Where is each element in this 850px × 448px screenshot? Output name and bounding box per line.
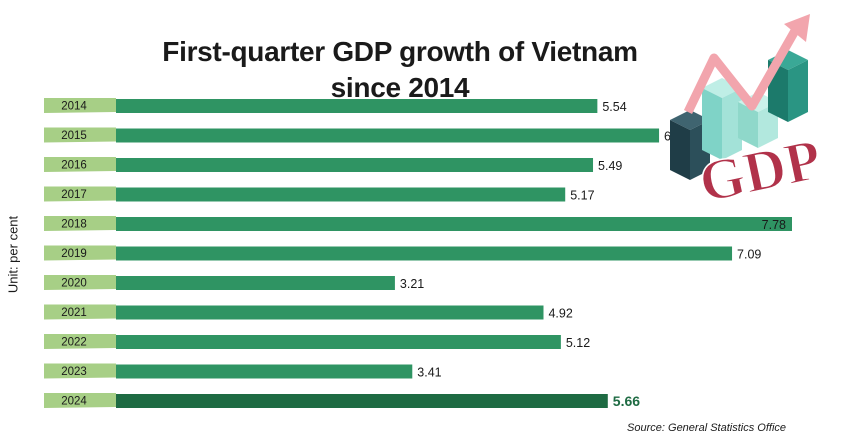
chart-title: First-quarter GDP growth of Vietnam sinc… <box>110 34 690 106</box>
year-tab <box>44 245 116 261</box>
year-tab <box>44 304 116 320</box>
year-tab <box>44 334 116 349</box>
year-tab <box>44 393 116 408</box>
year-tab <box>44 275 116 290</box>
source-note: Source: General Statistics Office <box>627 422 786 434</box>
bar-2021 <box>116 305 544 320</box>
year-label: 2016 <box>61 160 87 172</box>
year-tab <box>44 127 116 143</box>
value-label-2022: 5.12 <box>566 336 590 350</box>
year-tab <box>44 186 116 202</box>
year-tab <box>44 363 116 379</box>
bar-2015 <box>116 128 660 143</box>
value-label-2019: 7.09 <box>737 248 761 262</box>
year-label: 2015 <box>61 130 87 142</box>
value-label-2016: 5.49 <box>598 159 622 173</box>
bar-2020 <box>116 276 395 290</box>
year-label: 2023 <box>61 366 87 378</box>
year-tab <box>44 216 116 231</box>
year-label: 2019 <box>61 248 87 260</box>
year-label: 2020 <box>61 278 87 290</box>
bar-2019 <box>116 246 733 261</box>
year-label: 2022 <box>61 337 87 349</box>
chart-title-line1: First-quarter GDP growth of Vietnam <box>162 36 638 67</box>
growth-arrow-icon <box>683 14 810 114</box>
gdp-illustration: GDP <box>670 14 827 210</box>
year-label: 2018 <box>61 219 87 231</box>
value-label-2021: 4.92 <box>548 307 572 321</box>
year-label: 2017 <box>61 189 87 201</box>
value-label-2014: 5.54 <box>602 100 626 114</box>
year-label: 2014 <box>61 101 87 113</box>
year-label: 2024 <box>61 396 87 408</box>
bar-2018 <box>116 217 792 231</box>
bar-2017 <box>116 187 566 202</box>
value-label-2020: 3.21 <box>400 277 424 291</box>
year-tab <box>44 157 116 172</box>
bar-2024 <box>116 394 608 408</box>
value-label-2018: 7.78 <box>762 218 786 232</box>
bar-2023 <box>116 364 413 379</box>
year-label: 2021 <box>61 307 87 319</box>
value-label-2023: 3.41 <box>417 366 441 380</box>
value-label-2024: 5.66 <box>613 393 640 409</box>
year-tab <box>44 98 116 113</box>
bar-2016 <box>116 158 594 172</box>
bar-2014 <box>116 99 598 113</box>
value-label-2017: 5.17 <box>570 189 594 203</box>
chart-title-line2: since 2014 <box>330 72 470 103</box>
bar-2022 <box>116 335 561 349</box>
